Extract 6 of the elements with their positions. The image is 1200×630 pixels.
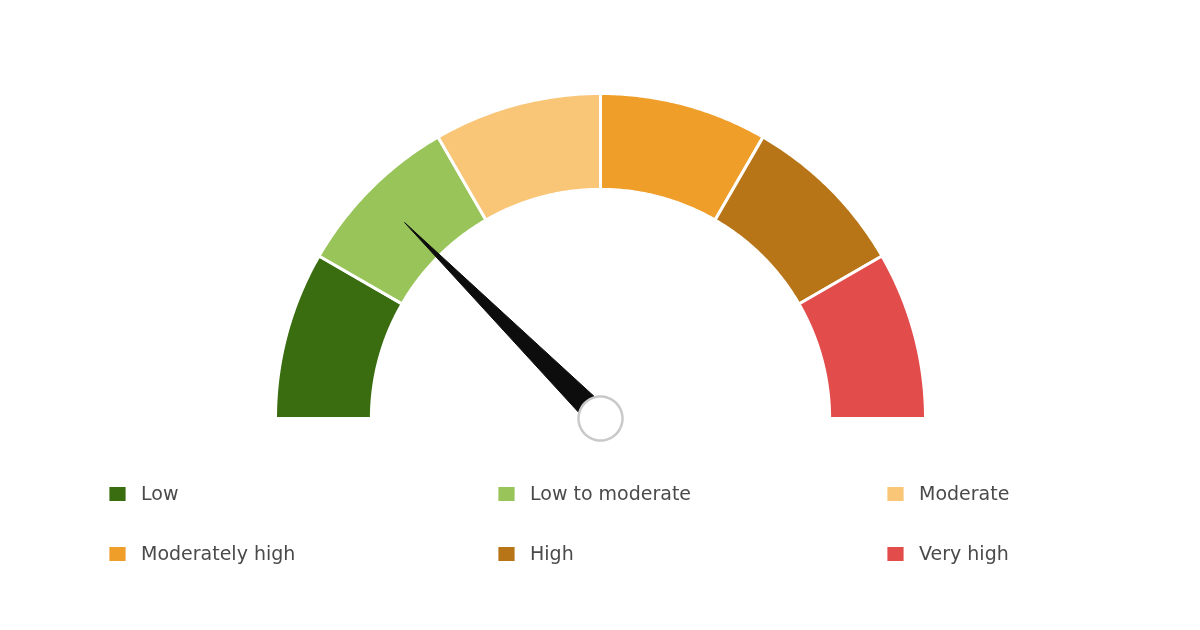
- legend-label: Very high: [919, 542, 1010, 564]
- legend-label: High: [530, 542, 575, 564]
- legend-label: Low: [141, 482, 180, 504]
- legend-label: Moderate: [919, 482, 1011, 504]
- legend-label: Moderately high: [141, 542, 297, 564]
- legend-label: Low to moderate: [530, 482, 693, 504]
